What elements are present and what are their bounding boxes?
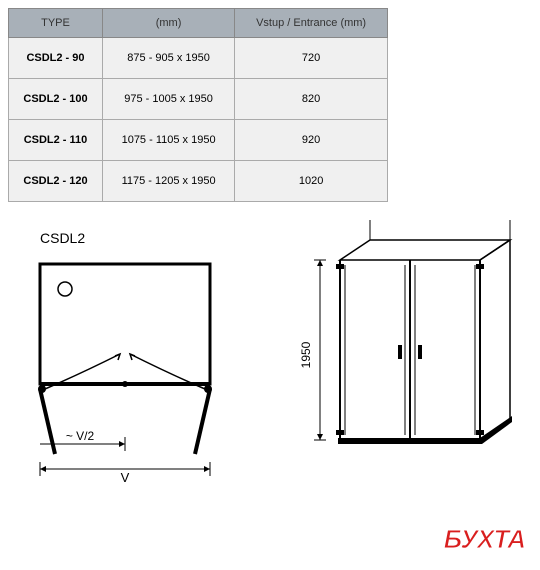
cell-type: CSDL2 - 120 xyxy=(9,161,103,202)
cell-entrance: 1020 xyxy=(235,161,388,202)
cell-type: CSDL2 - 90 xyxy=(9,38,103,79)
diagrams-container: CSDL2 xyxy=(0,210,540,510)
cell-mm: 975 - 1005 x 1950 xyxy=(102,79,234,120)
cell-mm: 1175 - 1205 x 1950 xyxy=(102,161,234,202)
logo: БУХТА xyxy=(444,524,525,555)
table-row: CSDL2 - 110 1075 - 1105 x 1950 920 xyxy=(9,120,388,161)
top-view-svg: ~ V/2 V xyxy=(20,254,240,484)
spec-table-body: CSDL2 - 90 875 - 905 x 1950 720 CSDL2 - … xyxy=(9,38,388,202)
table-row: CSDL2 - 100 975 - 1005 x 1950 820 xyxy=(9,79,388,120)
iso-view-svg: 1950 xyxy=(280,210,520,480)
iso-view-diagram: 1950 xyxy=(280,210,520,485)
cell-mm: 1075 - 1105 x 1950 xyxy=(102,120,234,161)
cell-type: CSDL2 - 110 xyxy=(9,120,103,161)
header-type: TYPE xyxy=(9,9,103,38)
spec-table: TYPE (mm) Vstup / Entrance (mm) CSDL2 - … xyxy=(8,8,388,202)
height-text: 1950 xyxy=(299,341,313,368)
cell-mm: 875 - 905 x 1950 xyxy=(102,38,234,79)
spec-table-container: TYPE (mm) Vstup / Entrance (mm) CSDL2 - … xyxy=(0,0,540,210)
cell-entrance: 820 xyxy=(235,79,388,120)
cell-type: CSDL2 - 100 xyxy=(9,79,103,120)
half-width-text: ~ V/2 xyxy=(66,429,95,443)
width-text: V xyxy=(121,470,130,484)
cell-entrance: 720 xyxy=(235,38,388,79)
top-view-diagram: CSDL2 xyxy=(20,230,240,489)
table-row: CSDL2 - 120 1175 - 1205 x 1950 1020 xyxy=(9,161,388,202)
table-row: CSDL2 - 90 875 - 905 x 1950 720 xyxy=(9,38,388,79)
header-mm: (mm) xyxy=(102,9,234,38)
header-entrance: Vstup / Entrance (mm) xyxy=(235,9,388,38)
diagram-label: CSDL2 xyxy=(40,230,240,246)
cell-entrance: 920 xyxy=(235,120,388,161)
